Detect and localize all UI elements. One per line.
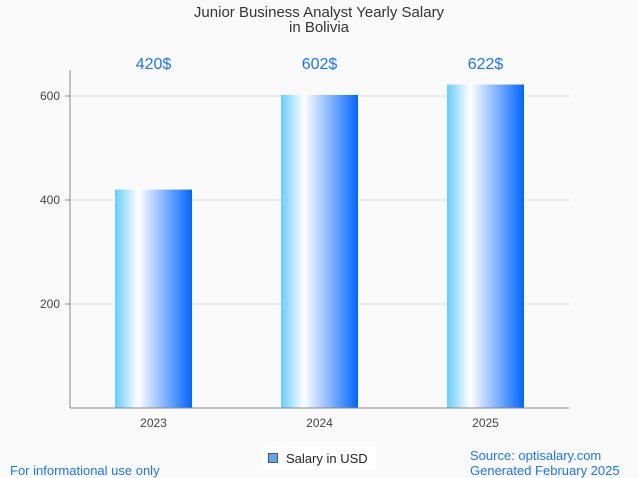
legend-label: Salary in USD — [286, 450, 368, 466]
y-tick-label: 600 — [40, 89, 60, 103]
data-label: 420$ — [136, 56, 172, 73]
y-tick-label: 200 — [40, 297, 60, 311]
x-tick-label: 2024 — [306, 416, 333, 430]
chart-title: Junior Business Analyst Yearly Salary — [193, 4, 445, 21]
y-tick-label: 400 — [40, 193, 60, 207]
bar — [281, 94, 358, 409]
generated-date: Generated February 2025 — [470, 463, 620, 478]
bar — [115, 189, 192, 408]
x-tick-label: 2025 — [472, 416, 499, 430]
data-label: 622$ — [468, 56, 504, 73]
chart-subtitle: in Bolivia — [288, 19, 350, 36]
legend: Salary in USD — [262, 446, 376, 470]
bar — [447, 84, 524, 408]
disclaimer: For informational use only — [10, 463, 160, 478]
x-tick-label: 2023 — [140, 416, 167, 430]
source-link[interactable]: Source: optisalary.com — [470, 448, 602, 463]
legend-swatch — [268, 453, 278, 463]
data-label: 602$ — [302, 56, 338, 73]
